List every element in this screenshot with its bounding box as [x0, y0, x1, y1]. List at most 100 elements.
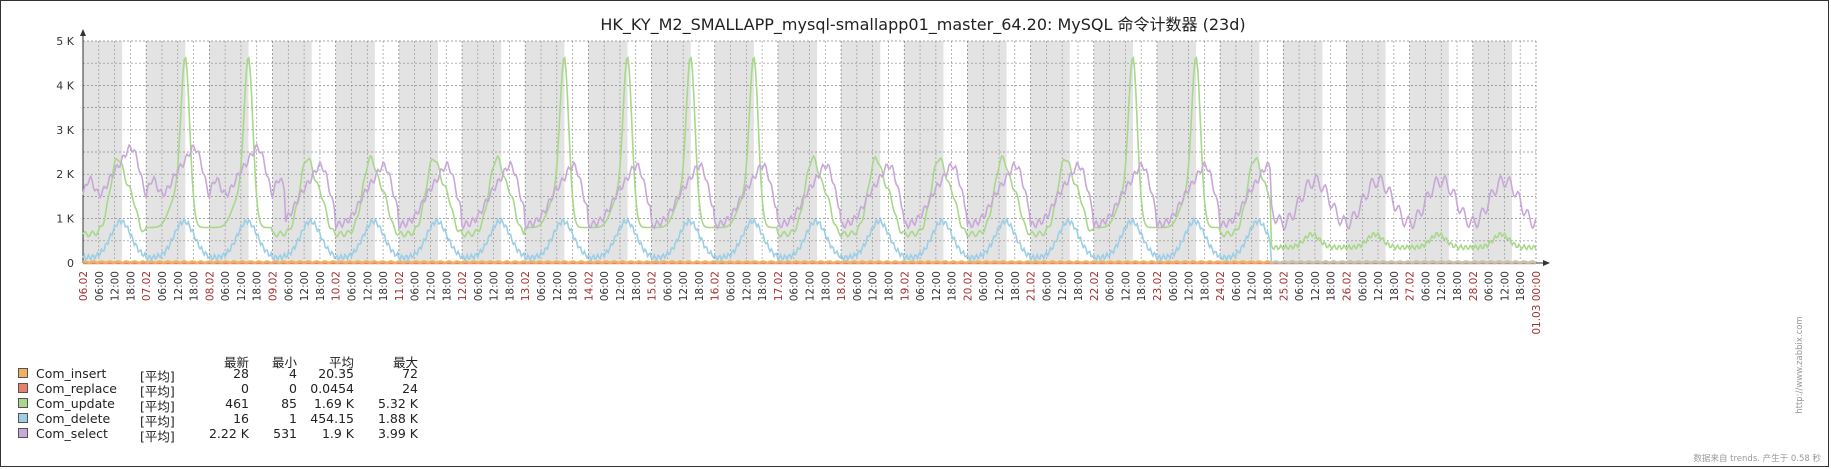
x-day-label: 26.02 — [1341, 271, 1353, 301]
x-hour-label: 06:00 — [536, 271, 548, 301]
x-hour-label: 12:00 — [552, 271, 564, 301]
legend-func: [平均] — [140, 369, 175, 384]
chart-title: HK_KY_M2_SMALLAPP_mysql-smallapp01_maste… — [600, 15, 1245, 35]
legend-min: 85 — [281, 396, 297, 411]
x-hour-label: 18:00 — [631, 271, 643, 301]
y-tick-label: 0 — [67, 257, 74, 270]
x-hour-label: 12:00 — [994, 271, 1006, 301]
x-hour-label: 12:00 — [1499, 271, 1511, 301]
x-day-label: 24.02 — [1215, 271, 1227, 301]
x-hour-label: 18:00 — [1199, 271, 1211, 301]
x-hour-label: 06:00 — [410, 271, 422, 301]
x-hour-label: 12:00 — [299, 271, 311, 301]
x-day-label: 14.02 — [583, 271, 595, 301]
y-tick-label: 4 K — [56, 79, 74, 92]
x-hour-label: 18:00 — [378, 271, 390, 301]
legend-header-max: 最大 — [392, 355, 418, 370]
x-axis-arrow — [1543, 260, 1550, 266]
legend-header-min: 最小 — [271, 355, 297, 370]
x-hour-label: 12:00 — [868, 271, 880, 301]
legend-last: 16 — [233, 411, 249, 426]
y-tick-label: 5 K — [56, 35, 74, 48]
x-day-label: 11.02 — [394, 271, 406, 301]
legend-header: 最新 最小 平均 最大 — [18, 352, 438, 370]
x-hour-label: 18:00 — [1326, 271, 1338, 301]
legend-func: [平均] — [140, 384, 175, 399]
x-hour-label: 12:00 — [1057, 271, 1069, 301]
x-hour-label: 06:00 — [473, 271, 485, 301]
x-day-label: 21.02 — [1026, 271, 1038, 301]
x-hour-label: 12:00 — [931, 271, 943, 301]
x-hour-label: 12:00 — [678, 271, 690, 301]
x-day-label: 09.02 — [268, 271, 280, 301]
x-hour-label: 18:00 — [568, 271, 580, 301]
x-hour-label: 12:00 — [1436, 271, 1448, 301]
legend-swatch — [18, 368, 28, 378]
x-hour-label: 18:00 — [1136, 271, 1148, 301]
x-day-label: 22.02 — [1089, 271, 1101, 301]
legend-min: 0 — [289, 381, 297, 396]
x-hour-label: 06:00 — [1168, 271, 1180, 301]
y-axis-arrow — [80, 29, 86, 36]
x-hour-label: 06:00 — [94, 271, 106, 301]
x-hour-label: 12:00 — [110, 271, 122, 301]
legend-func: [平均] — [140, 429, 175, 444]
x-day-label: 20.02 — [962, 271, 974, 301]
series-line-com-select — [82, 142, 1537, 231]
legend-avg: 0.0454 — [310, 381, 354, 396]
x-day-label: 18.02 — [836, 271, 848, 301]
x-hour-label: 12:00 — [1184, 271, 1196, 301]
x-hour-label: 06:00 — [1231, 271, 1243, 301]
x-hour-label: 18:00 — [189, 271, 201, 301]
x-day-label: 08.02 — [204, 271, 216, 301]
x-hour-label: 12:00 — [362, 271, 374, 301]
x-day-label: 06.02 — [78, 271, 90, 301]
x-hour-label: 18:00 — [315, 271, 327, 301]
legend-last: 2.22 K — [208, 426, 249, 441]
legend-func: [平均] — [140, 399, 175, 414]
x-hour-label: 18:00 — [820, 271, 832, 301]
x-day-label: 25.02 — [1278, 271, 1290, 301]
legend-last: 28 — [233, 366, 249, 381]
footer-note: 数据来自 trends. 产生于 0.58 秒 — [1693, 454, 1821, 464]
x-hour-label: 18:00 — [125, 271, 137, 301]
x-hour-label: 12:00 — [236, 271, 248, 301]
legend-min: 1 — [289, 411, 297, 426]
x-hour-label: 06:00 — [283, 271, 295, 301]
x-hour-label: 18:00 — [1452, 271, 1464, 301]
legend-last: 461 — [225, 396, 249, 411]
x-hour-label: 18:00 — [883, 271, 895, 301]
x-hour-label: 06:00 — [726, 271, 738, 301]
x-hour-label: 12:00 — [741, 271, 753, 301]
legend-header-avg: 平均 — [328, 355, 354, 370]
x-hour-label: 06:00 — [1484, 271, 1496, 301]
x-hour-label: 18:00 — [504, 271, 516, 301]
x-hour-label: 06:00 — [1041, 271, 1053, 301]
x-day-label: 27.02 — [1405, 271, 1417, 301]
legend-func: [平均] — [140, 414, 175, 429]
legend-min: 4 — [289, 366, 297, 381]
x-hour-label: 06:00 — [789, 271, 801, 301]
x-hour-label: 12:00 — [805, 271, 817, 301]
legend-header-last: 最新 — [223, 355, 249, 370]
legend-avg: 20.35 — [318, 366, 354, 381]
x-day-label: 17.02 — [773, 271, 785, 301]
x-hour-label: 12:00 — [173, 271, 185, 301]
legend-row-com-update: Com_update [平均] 461 85 1.69 K 5.32 K — [18, 396, 438, 414]
legend-max: 24 — [402, 381, 418, 396]
series-line-com-update — [82, 56, 1537, 252]
series-line-com-delete — [82, 216, 1536, 264]
legend-name: Com_select — [36, 426, 108, 441]
legend-name: Com_insert — [36, 366, 107, 381]
x-hour-label: 06:00 — [852, 271, 864, 301]
x-hour-label: 06:00 — [220, 271, 232, 301]
x-hour-label: 12:00 — [1247, 271, 1259, 301]
x-day-label: 19.02 — [899, 271, 911, 301]
x-hour-label: 18:00 — [252, 271, 264, 301]
x-hour-label: 18:00 — [1389, 271, 1401, 301]
legend-row-com-replace: Com_replace [平均] 0 0 0.0454 24 — [18, 381, 438, 399]
x-hour-label: 18:00 — [947, 271, 959, 301]
legend-avg: 1.9 K — [321, 426, 354, 441]
legend-swatch — [18, 398, 28, 408]
